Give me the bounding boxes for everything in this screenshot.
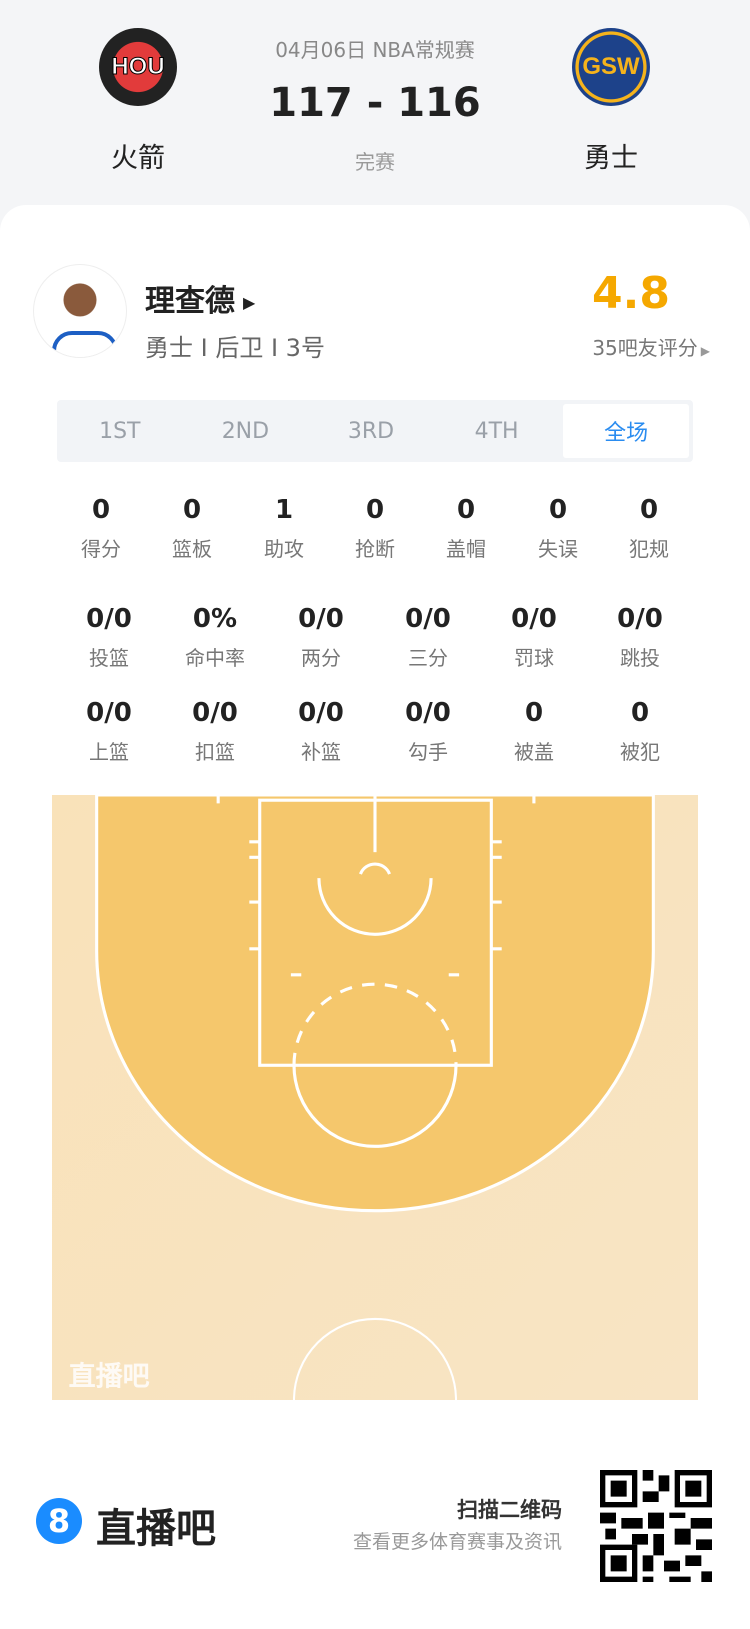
stat-label: 篮板: [172, 537, 212, 561]
stat-item: 0/0 上篮: [59, 698, 159, 765]
rating-label: 35吧友评分: [592, 336, 698, 360]
stat-item: 0 被犯: [590, 698, 690, 765]
tab-3rd[interactable]: 3RD: [347, 418, 395, 444]
stat-label: 抢断: [355, 537, 395, 561]
home-team-name: 火箭: [111, 143, 165, 174]
caret-right-icon: ▶: [243, 293, 256, 312]
stat-item: 0/0 跳投: [590, 604, 690, 671]
stat-value: 0: [548, 495, 568, 525]
court-lines: [216, 795, 536, 1400]
stat-item: 0 得分: [51, 495, 151, 562]
stat-value: 0: [524, 698, 544, 728]
qr-title: 扫描二维码: [457, 1498, 562, 1522]
stat-item: 0 盖帽: [416, 495, 516, 562]
qr-subtitle: 查看更多体育赛事及资讯: [352, 1531, 562, 1553]
stat-label: 盖帽: [446, 537, 486, 561]
stat-label: 两分: [301, 646, 341, 670]
stat-item: 0/0 补篮: [271, 698, 371, 765]
stat-label: 罚球: [514, 646, 554, 670]
stat-value: 0/0: [298, 698, 344, 728]
stat-label: 上篮: [89, 740, 129, 764]
stat-label: 得分: [81, 537, 121, 561]
tab-2nd[interactable]: 2ND: [221, 418, 270, 444]
court-watermark: 直播吧: [69, 1361, 150, 1392]
stat-value: 0/0: [617, 604, 663, 634]
stat-label: 三分: [408, 646, 448, 670]
period-tabs: 1ST 2ND 3RD 4TH 全场: [57, 400, 693, 462]
rating-link[interactable]: 35吧友评分 ▶: [592, 332, 710, 361]
stat-item: 0 篮板: [142, 495, 242, 562]
stat-label: 勾手: [408, 740, 448, 764]
stat-value: 0/0: [86, 604, 132, 634]
stat-label: 被犯: [620, 740, 660, 764]
stat-value: 1: [274, 495, 294, 525]
match-date-league: 04月06日 NBA常规赛: [275, 38, 475, 62]
tab-1st[interactable]: 1ST: [99, 418, 141, 444]
stat-item: 0% 命中率: [165, 604, 265, 671]
brand-name: 直播吧: [96, 1506, 216, 1552]
tab-full-game[interactable]: 全场: [563, 404, 689, 458]
home-abbr: HOU: [111, 53, 165, 81]
stat-value: 0: [365, 495, 385, 525]
stat-value: 0%: [192, 604, 238, 634]
stat-item: 0/0 三分: [378, 604, 478, 671]
stat-value: 0: [456, 495, 476, 525]
stat-value: 0: [182, 495, 202, 525]
brand-logo-icon: 8: [36, 1498, 82, 1544]
home-team-logo[interactable]: HOU: [99, 28, 177, 106]
three-point-area: [95, 795, 655, 1213]
stat-item: 0 犯规: [599, 495, 699, 562]
qr-code: [600, 1470, 712, 1582]
stat-label: 被盖: [514, 740, 554, 764]
caret-right-icon: ▶: [700, 344, 710, 358]
away-abbr: GSW: [582, 53, 640, 80]
tab-4th[interactable]: 4TH: [474, 418, 519, 444]
match-status: 完赛: [355, 150, 395, 174]
stat-label: 跳投: [620, 646, 660, 670]
player-info: 勇士 I 后卫 I 3号: [145, 334, 325, 362]
player-name-link[interactable]: 理查德 ▶: [145, 276, 255, 320]
player-name: 理查德: [145, 284, 235, 319]
stat-value: 0/0: [192, 698, 238, 728]
stat-item: 1 助攻: [234, 495, 334, 562]
stat-item: 0/0 投篮: [59, 604, 159, 671]
stat-label: 助攻: [264, 537, 304, 561]
stat-item: 0/0 罚球: [484, 604, 584, 671]
stat-value: 0: [639, 495, 659, 525]
away-team-name: 勇士: [584, 143, 638, 174]
stat-item: 0/0 勾手: [378, 698, 478, 765]
stat-value: 0: [630, 698, 650, 728]
stat-item: 0 抢断: [325, 495, 425, 562]
stat-value: 0/0: [511, 604, 557, 634]
stat-value: 0/0: [86, 698, 132, 728]
stat-value: 0/0: [405, 698, 451, 728]
stat-label: 失误: [538, 537, 578, 561]
stat-item: 0/0 扣篮: [165, 698, 265, 765]
match-score: 117 - 116: [269, 80, 481, 126]
stat-label: 投篮: [89, 646, 129, 670]
player-avatar: [33, 264, 127, 358]
stat-label: 扣篮: [195, 740, 235, 764]
player-rating: 4.8: [592, 268, 670, 319]
stat-value: 0: [91, 495, 111, 525]
stat-item: 0/0 两分: [271, 604, 371, 671]
stat-value: 0/0: [298, 604, 344, 634]
stat-value: 0/0: [405, 604, 451, 634]
shot-chart-court: 直播吧: [52, 795, 698, 1400]
stat-label: 命中率: [185, 646, 245, 670]
stat-item: 0 被盖: [484, 698, 584, 765]
stat-label: 补篮: [301, 740, 341, 764]
away-team-logo[interactable]: GSW: [572, 28, 650, 106]
stat-label: 犯规: [629, 537, 669, 561]
stat-item: 0 失误: [508, 495, 608, 562]
